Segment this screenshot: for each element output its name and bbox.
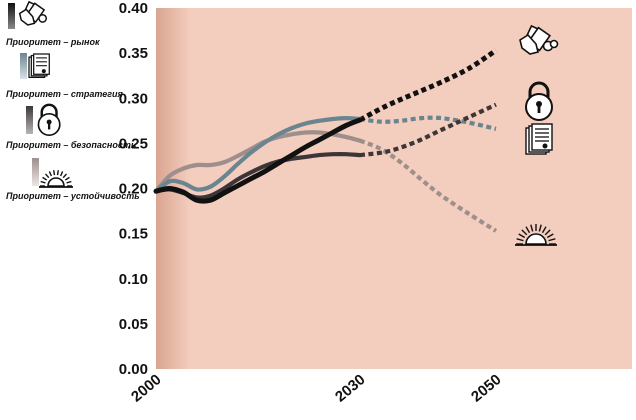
legend-padlock-icon (37, 103, 61, 136)
y-axis: 0.40 0.35 0.30 0.25 0.20 0.15 0.10 0.05 0.00 (119, 0, 148, 378)
end-icons (515, 24, 559, 246)
legend-label-sustainability: Приоритет – устойчивость (6, 191, 140, 201)
rising-sun-icon (515, 224, 557, 246)
y-tick-label: 0.20 (119, 181, 148, 198)
legend-item-market: Приоритет – рынок (6, 0, 100, 47)
hand-money-icon (519, 24, 559, 55)
legend-item-sustainability: Приоритет – устойчивость (6, 158, 140, 201)
legend-rising-sun-icon (39, 170, 73, 188)
y-tick-label: 0.35 (119, 45, 148, 62)
documents-icon (525, 123, 553, 155)
legend-item-security: Приоритет – безопасность (6, 103, 136, 150)
series-projection-line (358, 48, 498, 123)
series-projection-line (359, 115, 497, 131)
series-projection-line (359, 138, 498, 233)
x-tick-label: 2050 (468, 371, 504, 405)
y-tick-label: 0.10 (119, 271, 148, 288)
y-tick-label: 0.25 (119, 135, 148, 152)
legend: Приоритет – рынок Приоритет – стратегия (6, 0, 140, 201)
legend-documents-icon (28, 53, 50, 79)
legend-label-security: Приоритет – безопасность (6, 140, 136, 150)
y-tick-label: 0.30 (119, 90, 148, 107)
padlock-icon (525, 81, 553, 121)
x-tick-label: 2030 (332, 371, 368, 405)
y-tick-label: 0.00 (119, 361, 148, 378)
legend-hand-money-icon (18, 0, 48, 26)
legend-label-market: Приоритет – рынок (6, 37, 100, 47)
legend-label-strategy: Приоритет – стратегия (6, 89, 124, 99)
series-historical-line (153, 117, 363, 204)
x-axis: 2000 2030 2050 (128, 371, 504, 405)
y-tick-label: 0.40 (119, 0, 148, 17)
series-lines (153, 48, 498, 233)
y-tick-label: 0.05 (119, 316, 148, 333)
y-tick-label: 0.15 (119, 226, 148, 243)
series-projection-line (359, 102, 497, 158)
series-historical-line (153, 115, 363, 194)
legend-item-strategy: Приоритет – стратегия (6, 53, 124, 99)
